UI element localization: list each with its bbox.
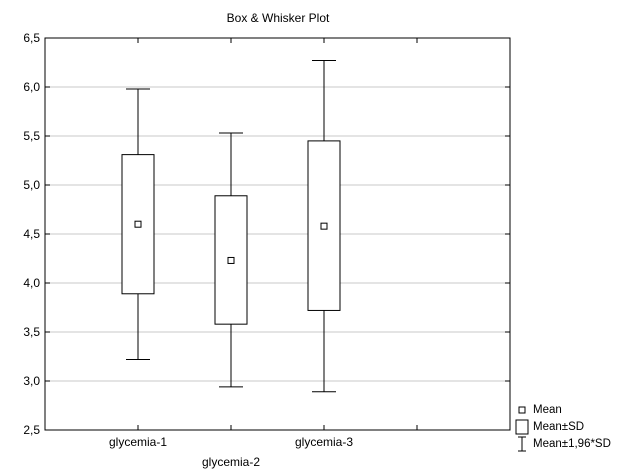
mean-marker xyxy=(227,256,235,264)
x-category-label: glycemia-3 xyxy=(295,435,353,449)
y-tick-label: 5,5 xyxy=(23,129,40,143)
legend-label-ci: Mean±1,96*SD xyxy=(533,437,611,450)
x-category-label: glycemia-1 xyxy=(109,435,167,449)
chart-title: Box & Whisker Plot xyxy=(227,11,330,25)
legend-label-sd: Mean±SD xyxy=(533,420,585,433)
y-tick-label: 3,5 xyxy=(23,325,40,339)
y-tick-label: 4,5 xyxy=(23,227,40,241)
whisker-icon xyxy=(514,436,530,452)
box-group-glycemia-1 xyxy=(121,88,155,360)
y-tick-label: 5,0 xyxy=(23,178,40,192)
x-category-label: glycemia-2 xyxy=(202,455,260,469)
plot-marks xyxy=(121,60,341,393)
mean-marker xyxy=(320,222,328,230)
y-tick-label: 3,0 xyxy=(23,374,40,388)
y-tick-label: 4,0 xyxy=(23,276,40,290)
y-tick-label: 6,0 xyxy=(23,80,40,94)
sd-box xyxy=(121,154,155,295)
legend: Mean Mean±SD Mean±1,96*SD xyxy=(514,401,611,452)
legend-item-sd: Mean±SD xyxy=(514,418,611,435)
legend-label-mean: Mean xyxy=(533,403,562,416)
y-tick-label: 6,5 xyxy=(23,31,40,45)
box-group-glycemia-2 xyxy=(214,132,248,388)
mean-marker-icon xyxy=(514,406,530,414)
sd-box xyxy=(307,140,341,311)
mean-marker xyxy=(134,220,142,228)
legend-item-ci: Mean±1,96*SD xyxy=(514,435,611,452)
grid-lines xyxy=(45,86,510,382)
y-tick-label: 2,5 xyxy=(23,423,40,437)
sd-box-icon xyxy=(514,419,530,435)
plot-frame xyxy=(44,37,511,431)
axes: 2,5 3,0 3,5 4,0 4,5 5,0 5,5 6,0 6,5 glycemia-1 gly… xyxy=(23,31,510,469)
legend-item-mean: Mean xyxy=(514,401,611,418)
box-group-glycemia-3 xyxy=(307,60,341,393)
